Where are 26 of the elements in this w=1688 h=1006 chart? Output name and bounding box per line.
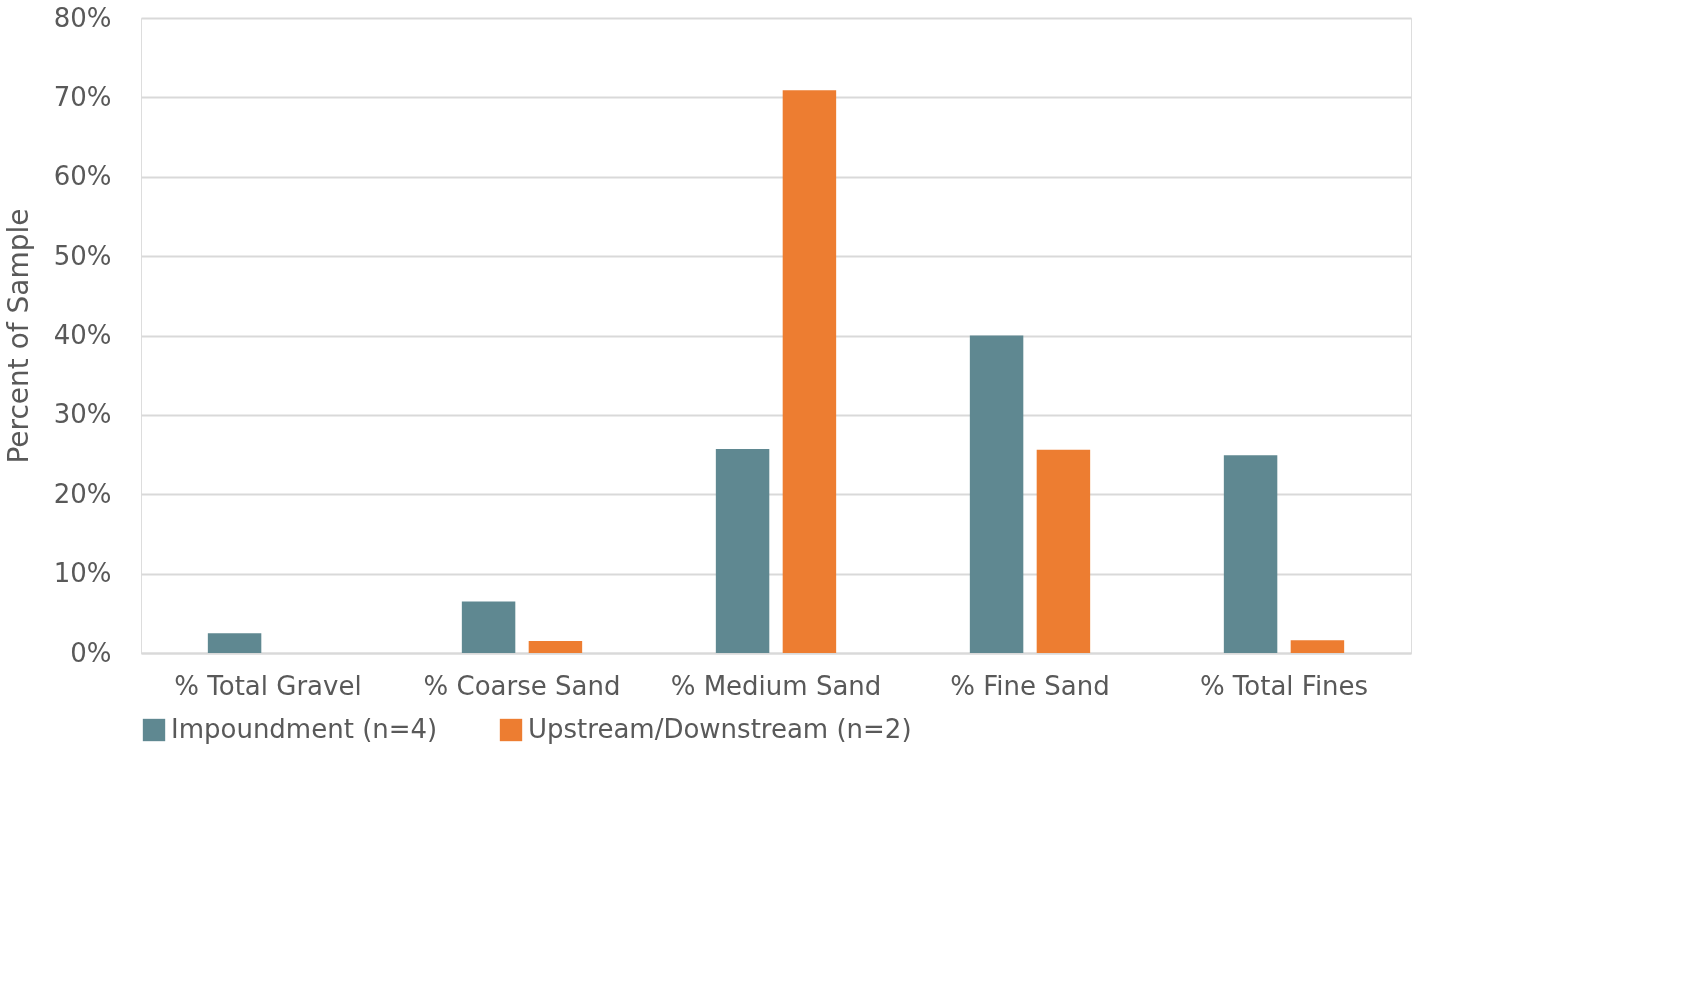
bar xyxy=(1036,449,1091,653)
x-tick-label: % Coarse Sand xyxy=(423,670,621,701)
bar xyxy=(207,633,262,653)
legend-label: Impoundment (n=4) xyxy=(171,714,438,744)
bar xyxy=(461,601,516,653)
y-tick-label: 80% xyxy=(53,2,112,33)
y-tick-label: 50% xyxy=(53,240,112,271)
bar xyxy=(969,335,1024,653)
bar xyxy=(715,449,770,653)
legend-label: Upstream/Downstream (n=2) xyxy=(528,714,912,744)
y-axis-title: Percent of Sample xyxy=(1,208,35,464)
x-tick-label: % Total Gravel xyxy=(174,670,362,701)
y-tick-label: 0% xyxy=(70,637,112,668)
bar xyxy=(1223,455,1278,653)
bar xyxy=(1290,640,1345,653)
y-tick-label: 70% xyxy=(53,81,112,112)
y-tick-label: 60% xyxy=(53,161,112,192)
y-tick-label: 20% xyxy=(53,478,112,509)
y-tick-label: 40% xyxy=(53,320,112,350)
x-tick-label: % Total Fines xyxy=(1199,670,1369,701)
y-tick-label: 10% xyxy=(53,558,112,589)
bar xyxy=(782,90,837,653)
y-tick-label: 30% xyxy=(53,399,112,430)
x-tick-label: % Fine Sand xyxy=(950,670,1110,701)
x-tick-label: % Medium Sand xyxy=(670,670,882,701)
bar xyxy=(528,641,583,653)
